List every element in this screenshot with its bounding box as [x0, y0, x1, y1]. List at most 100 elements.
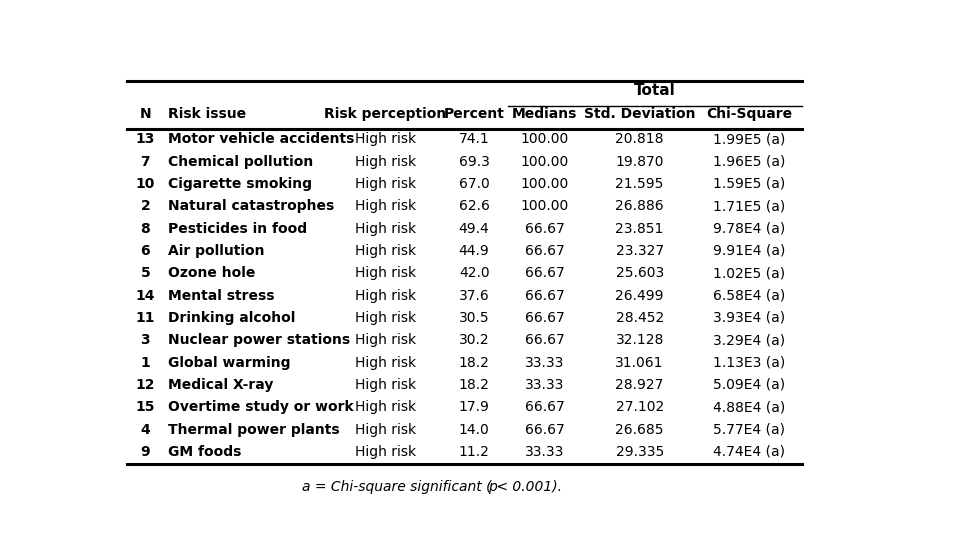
- Text: Medians: Medians: [512, 107, 578, 121]
- Text: 14.0: 14.0: [459, 423, 490, 437]
- Text: 6: 6: [140, 244, 150, 258]
- Text: 26.685: 26.685: [615, 423, 664, 437]
- Text: 4: 4: [140, 423, 150, 437]
- Text: 10: 10: [135, 177, 155, 191]
- Text: Nuclear power stations: Nuclear power stations: [168, 333, 349, 347]
- Text: Medical X-ray: Medical X-ray: [168, 378, 273, 392]
- Text: Chi-Square: Chi-Square: [707, 107, 793, 121]
- Text: 27.102: 27.102: [615, 400, 663, 414]
- Text: High risk: High risk: [355, 132, 417, 146]
- Text: High risk: High risk: [355, 355, 417, 369]
- Text: 15: 15: [135, 400, 156, 414]
- Text: Drinking alcohol: Drinking alcohol: [168, 311, 295, 325]
- Text: 18.2: 18.2: [459, 355, 490, 369]
- Text: 26.499: 26.499: [615, 288, 664, 302]
- Text: 42.0: 42.0: [459, 266, 490, 280]
- Text: 21.595: 21.595: [615, 177, 664, 191]
- Text: 29.335: 29.335: [615, 445, 663, 459]
- Text: High risk: High risk: [355, 288, 417, 302]
- Text: 69.3: 69.3: [459, 155, 490, 169]
- Text: 66.67: 66.67: [525, 400, 564, 414]
- Text: 1.13E3 (a): 1.13E3 (a): [713, 355, 785, 369]
- Text: 7: 7: [140, 155, 150, 169]
- Text: 5.77E4 (a): 5.77E4 (a): [713, 423, 785, 437]
- Text: 11: 11: [135, 311, 156, 325]
- Text: 8: 8: [140, 222, 150, 236]
- Text: 66.67: 66.67: [525, 244, 564, 258]
- Text: High risk: High risk: [355, 333, 417, 347]
- Text: High risk: High risk: [355, 155, 417, 169]
- Text: 32.128: 32.128: [615, 333, 664, 347]
- Text: Mental stress: Mental stress: [168, 288, 275, 302]
- Text: Risk issue: Risk issue: [168, 107, 246, 121]
- Text: p: p: [488, 480, 496, 494]
- Text: 14: 14: [135, 288, 156, 302]
- Text: 25.603: 25.603: [615, 266, 663, 280]
- Text: Thermal power plants: Thermal power plants: [168, 423, 339, 437]
- Text: 66.67: 66.67: [525, 222, 564, 236]
- Text: 17.9: 17.9: [459, 400, 490, 414]
- Text: Chemical pollution: Chemical pollution: [168, 155, 313, 169]
- Text: Air pollution: Air pollution: [168, 244, 264, 258]
- Text: 18.2: 18.2: [459, 378, 490, 392]
- Text: 33.33: 33.33: [525, 355, 564, 369]
- Text: 33.33: 33.33: [525, 378, 564, 392]
- Text: High risk: High risk: [355, 177, 417, 191]
- Text: < 0.001).: < 0.001).: [492, 480, 562, 494]
- Text: Overtime study or work: Overtime study or work: [168, 400, 353, 414]
- Text: High risk: High risk: [355, 222, 417, 236]
- Text: 9.78E4 (a): 9.78E4 (a): [713, 222, 785, 236]
- Text: GM foods: GM foods: [168, 445, 241, 459]
- Text: 1.71E5 (a): 1.71E5 (a): [713, 199, 785, 213]
- Text: Ozone hole: Ozone hole: [168, 266, 255, 280]
- Text: Total: Total: [634, 83, 676, 98]
- Text: 1.99E5 (a): 1.99E5 (a): [713, 132, 785, 146]
- Text: 1.02E5 (a): 1.02E5 (a): [713, 266, 785, 280]
- Text: 66.67: 66.67: [525, 288, 564, 302]
- Text: 66.67: 66.67: [525, 311, 564, 325]
- Text: 62.6: 62.6: [459, 199, 490, 213]
- Text: 1: 1: [140, 355, 150, 369]
- Text: High risk: High risk: [355, 244, 417, 258]
- Text: 23.327: 23.327: [615, 244, 663, 258]
- Text: 4.74E4 (a): 4.74E4 (a): [713, 445, 785, 459]
- Text: 11.2: 11.2: [459, 445, 490, 459]
- Text: 37.6: 37.6: [459, 288, 490, 302]
- Text: 5: 5: [140, 266, 150, 280]
- Text: 100.00: 100.00: [520, 132, 569, 146]
- Text: 66.67: 66.67: [525, 423, 564, 437]
- Text: 13: 13: [135, 132, 155, 146]
- Text: 100.00: 100.00: [520, 155, 569, 169]
- Text: Std. Deviation: Std. Deviation: [584, 107, 695, 121]
- Text: 30.5: 30.5: [459, 311, 490, 325]
- Text: N: N: [139, 107, 151, 121]
- Text: 33.33: 33.33: [525, 445, 564, 459]
- Text: 20.818: 20.818: [615, 132, 664, 146]
- Text: 28.927: 28.927: [615, 378, 664, 392]
- Text: Motor vehicle accidents: Motor vehicle accidents: [168, 132, 354, 146]
- Text: 66.67: 66.67: [525, 333, 564, 347]
- Text: 26.886: 26.886: [615, 199, 664, 213]
- Text: High risk: High risk: [355, 423, 417, 437]
- Text: 6.58E4 (a): 6.58E4 (a): [713, 288, 785, 302]
- Text: Pesticides in food: Pesticides in food: [168, 222, 307, 236]
- Text: 100.00: 100.00: [520, 177, 569, 191]
- Text: Natural catastrophes: Natural catastrophes: [168, 199, 334, 213]
- Text: 3.93E4 (a): 3.93E4 (a): [713, 311, 785, 325]
- Text: 66.67: 66.67: [525, 266, 564, 280]
- Text: 3: 3: [140, 333, 150, 347]
- Text: 5.09E4 (a): 5.09E4 (a): [713, 378, 785, 392]
- Text: High risk: High risk: [355, 445, 417, 459]
- Text: Global warming: Global warming: [168, 355, 290, 369]
- Text: 1.96E5 (a): 1.96E5 (a): [713, 155, 785, 169]
- Text: High risk: High risk: [355, 378, 417, 392]
- Text: High risk: High risk: [355, 400, 417, 414]
- Text: 67.0: 67.0: [459, 177, 490, 191]
- Text: High risk: High risk: [355, 266, 417, 280]
- Text: 74.1: 74.1: [459, 132, 490, 146]
- Text: 28.452: 28.452: [615, 311, 663, 325]
- Text: High risk: High risk: [355, 311, 417, 325]
- Text: 1.59E5 (a): 1.59E5 (a): [713, 177, 785, 191]
- Text: Risk perception: Risk perception: [324, 107, 446, 121]
- Text: 4.88E4 (a): 4.88E4 (a): [713, 400, 785, 414]
